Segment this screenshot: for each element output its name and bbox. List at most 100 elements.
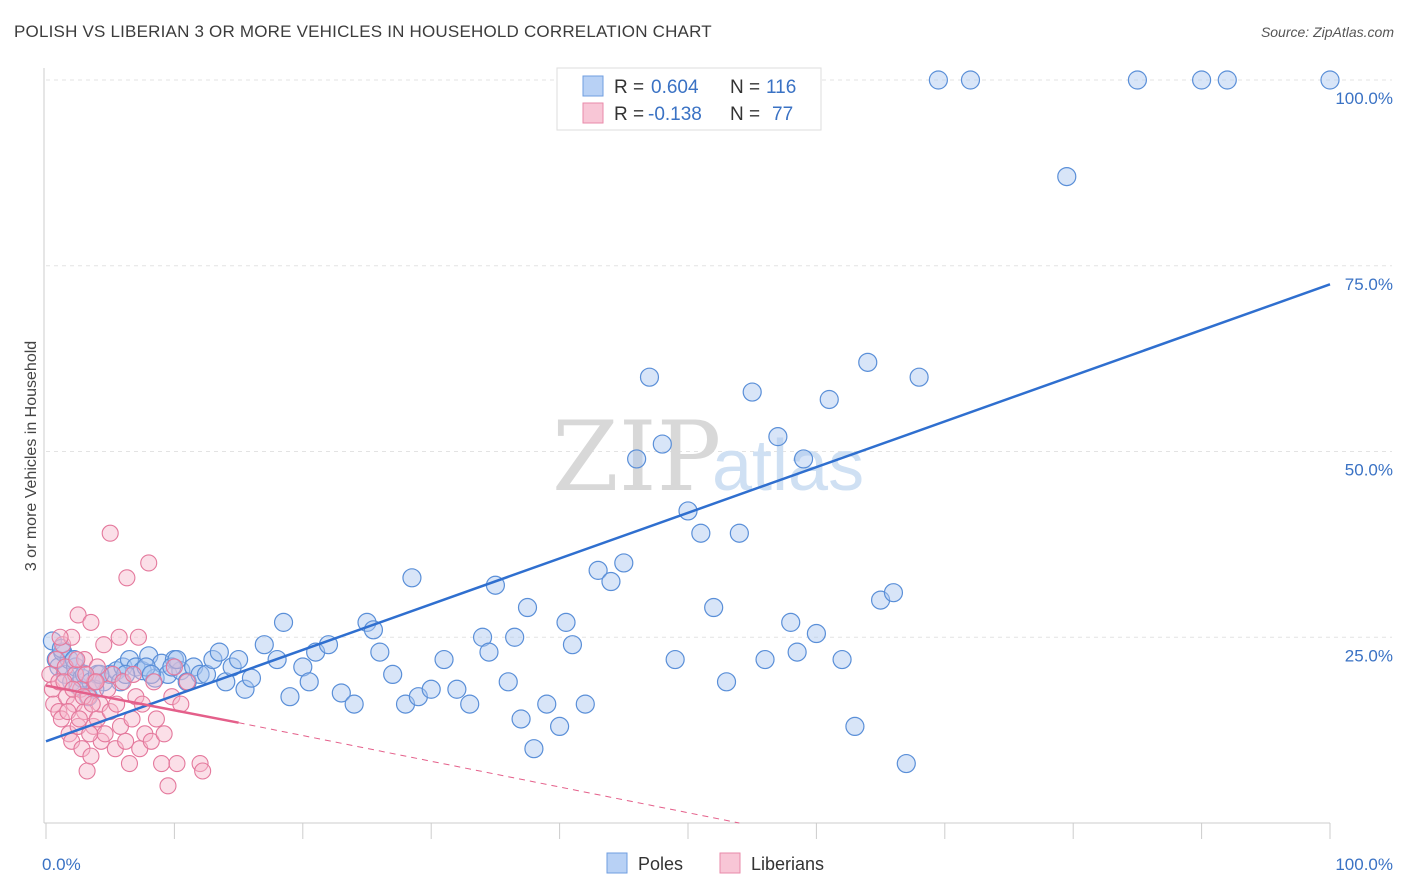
watermark-zip: ZIP — [552, 401, 721, 513]
chart-title: POLISH VS LIBERIAN 3 OR MORE VEHICLES IN… — [14, 22, 712, 41]
poles-point — [909, 367, 929, 387]
poles-point — [588, 560, 608, 580]
poles-point — [896, 753, 916, 774]
poles-point — [639, 367, 660, 387]
poles-point — [402, 568, 422, 588]
poles-point — [601, 571, 621, 592]
poles-point — [556, 612, 576, 632]
poles-point — [209, 642, 229, 662]
y-axis-label: 3 or more Vehicles in Household — [23, 341, 40, 571]
liberians-trend-line — [45, 684, 239, 724]
poles-point — [254, 635, 274, 655]
axes — [43, 68, 1331, 839]
poles-point — [1320, 70, 1340, 90]
liberians-point — [118, 569, 136, 587]
poles-point — [614, 553, 634, 573]
liberians-point — [124, 665, 142, 683]
poles-point — [229, 649, 249, 670]
liberians-point — [153, 755, 171, 773]
liberians-point — [82, 613, 100, 631]
poles-point — [704, 597, 724, 618]
poles-point — [370, 642, 390, 662]
poles-point — [793, 449, 814, 469]
poles-point — [768, 427, 788, 447]
x-tick-label-1: 100.0% — [1335, 855, 1393, 874]
legend-n-value-poles: 116 — [766, 77, 796, 98]
poles-point — [241, 668, 262, 688]
poles-point — [1127, 70, 1148, 90]
y-tick-label-1: 50.0% — [1345, 461, 1393, 480]
poles-point — [883, 583, 904, 603]
poles-point — [858, 352, 878, 372]
liberians-point — [83, 695, 101, 713]
legend-r-label-liberians: R = — [614, 104, 644, 125]
liberians-point — [147, 710, 165, 728]
y-tick-label-0: 25.0% — [1345, 646, 1393, 665]
legend-r-value-poles: 0.604 — [651, 77, 699, 98]
liberians-point — [140, 554, 158, 572]
liberians-point — [96, 725, 114, 743]
bottom-legend-label-poles: Poles — [638, 854, 683, 874]
poles-point — [511, 709, 531, 729]
legend-swatch-liberians — [582, 102, 604, 124]
poles-point — [549, 716, 570, 737]
poles-point — [299, 672, 319, 692]
liberians-point — [120, 755, 139, 773]
legend-n-label-liberians: N = — [730, 104, 760, 125]
watermark: ZIP atlas — [552, 401, 864, 513]
legend-swatch-poles — [582, 75, 604, 97]
poles-point — [447, 679, 467, 699]
y-tick-labels: 25.0% 50.0% 75.0% 100.0% — [1335, 89, 1393, 665]
poles-trend-line — [45, 283, 1331, 743]
poles-point — [562, 635, 583, 655]
liberians-point — [117, 732, 135, 750]
liberians-point — [51, 628, 69, 646]
poles-point — [505, 627, 525, 647]
poles-point — [479, 642, 499, 662]
liberians-point — [68, 650, 86, 669]
series-liberians-points — [41, 524, 212, 795]
poles-point — [716, 672, 737, 692]
poles-point — [1217, 70, 1237, 90]
legend-r-value-liberians: -0.138 — [648, 104, 702, 125]
liberians-point — [168, 755, 186, 773]
liberians-point — [178, 673, 196, 691]
poles-point — [928, 70, 948, 90]
trend-lines — [45, 283, 1331, 824]
poles-point — [119, 649, 140, 670]
legend-n-label-poles: N = — [730, 77, 760, 98]
poles-point — [575, 694, 595, 714]
poles-point — [845, 716, 865, 737]
poles-point — [434, 649, 454, 670]
poles-point — [806, 623, 827, 644]
liberians-point — [159, 777, 177, 795]
poles-point — [627, 449, 647, 469]
poles-point — [280, 687, 300, 707]
poles-point — [832, 649, 852, 670]
poles-point — [652, 434, 672, 454]
legend-r-label-poles: R = — [614, 77, 644, 98]
liberians-point — [70, 710, 88, 728]
liberians-point — [165, 658, 183, 676]
poles-point — [691, 523, 711, 543]
poles-point — [729, 523, 749, 543]
bottom-legend-label-liberians: Liberians — [751, 854, 824, 874]
poles-point — [331, 683, 351, 703]
correlation-legend: R = 0.604 N = 116 R = -0.138 N = 77 — [556, 67, 822, 131]
poles-point — [383, 664, 403, 685]
poles-point — [357, 612, 377, 632]
legend-n-value-liberians: 77 — [772, 104, 793, 125]
watermark-atlas: atlas — [712, 426, 864, 506]
x-tick-label-0: 0.0% — [42, 855, 81, 874]
liberians-point — [155, 725, 173, 743]
poles-point — [203, 649, 223, 670]
poles-point — [498, 672, 518, 692]
poles-point — [665, 649, 685, 670]
liberians-point — [82, 747, 100, 765]
poles-point — [1191, 70, 1212, 90]
poles-point — [460, 694, 480, 714]
series-poles-points — [42, 70, 1340, 774]
poles-point — [755, 649, 775, 670]
poles-point — [421, 679, 441, 699]
